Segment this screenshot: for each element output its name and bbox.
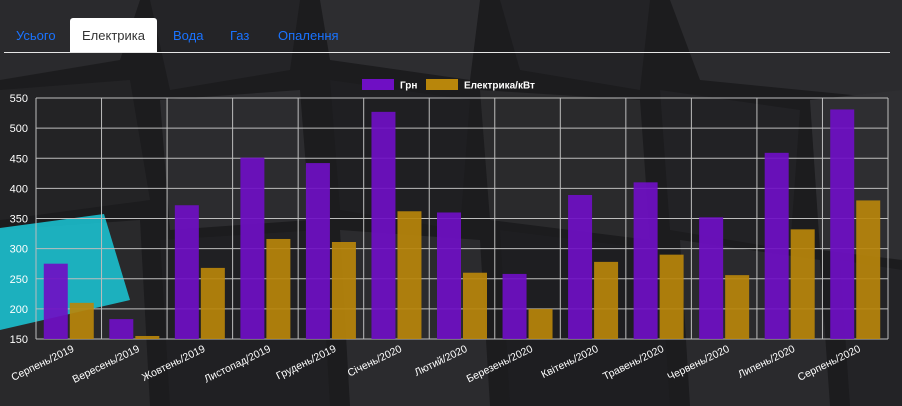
bar-kwh xyxy=(397,211,422,339)
x-tick-label: Серпень/2019 xyxy=(9,343,76,384)
x-tick-label: Квітень/2020 xyxy=(539,343,600,381)
bar-kwh xyxy=(331,241,356,339)
x-tick-label: Серпень/2020 xyxy=(796,343,863,384)
x-tick-label: Червень/2020 xyxy=(666,343,732,383)
y-tick-label: 250 xyxy=(10,274,28,286)
tab-total[interactable]: Усього xyxy=(16,28,56,43)
x-tick-label: Липень/2020 xyxy=(736,343,797,381)
bar-kwh xyxy=(135,335,160,339)
bar-uah xyxy=(437,212,461,339)
y-tick-label: 500 xyxy=(10,123,28,135)
bar-uah xyxy=(764,152,789,339)
bar-uah xyxy=(305,163,330,339)
bar-uah xyxy=(502,273,527,339)
tab-heating[interactable]: Опалення xyxy=(278,28,339,43)
y-tick-label: 550 xyxy=(10,93,28,105)
y-axis-ticks: 150 200 250 300 350 400 450 500 550 xyxy=(10,93,28,346)
bar-kwh xyxy=(69,302,94,339)
x-tick-label: Січень/2020 xyxy=(346,343,404,380)
chart-grid xyxy=(35,97,889,340)
tab-gas[interactable]: Газ xyxy=(230,28,250,43)
x-tick-label: Травень/2020 xyxy=(601,343,666,383)
legend-label-kwh: Електрика/кВт xyxy=(464,81,535,92)
bar-uah xyxy=(699,217,724,339)
chart-bars xyxy=(43,109,881,339)
legend-swatch-kwh xyxy=(426,79,458,90)
y-tick-label: 200 xyxy=(10,304,28,316)
bar-uah xyxy=(830,109,855,339)
bar-uah xyxy=(240,157,265,339)
bar-kwh xyxy=(200,267,225,339)
x-tick-label: Лютий/2020 xyxy=(413,343,470,379)
y-tick-label: 350 xyxy=(10,214,28,226)
bar-kwh xyxy=(856,200,881,339)
legend-label-uah: Грн xyxy=(400,81,417,92)
tab-electricity[interactable]: Електрика xyxy=(70,18,157,52)
y-tick-label: 300 xyxy=(10,244,28,256)
y-tick-label: 150 xyxy=(10,334,28,346)
bar-uah xyxy=(633,182,658,339)
bar-uah xyxy=(43,263,68,339)
x-tick-label: Жовтень/2019 xyxy=(140,343,207,384)
x-tick-label: Листопад/2019 xyxy=(202,343,273,386)
x-tick-label: Вересень/2019 xyxy=(71,343,142,386)
y-tick-label: 400 xyxy=(10,183,28,195)
bar-kwh xyxy=(463,272,487,339)
bar-kwh xyxy=(790,229,815,339)
x-axis-ticks: Серпень/2019Вересень/2019Жовтень/2019Лис… xyxy=(9,343,862,386)
x-tick-label: Грудень/2019 xyxy=(274,343,338,382)
bar-uah xyxy=(174,205,199,339)
bar-kwh xyxy=(725,275,750,339)
legend-swatch-uah xyxy=(362,79,394,90)
bar-uah xyxy=(109,319,134,339)
bar-kwh xyxy=(659,254,684,339)
chart-legend: Грн Електрика/кВт xyxy=(362,79,535,92)
bar-uah xyxy=(568,195,593,339)
tab-bar: Усього Електрика Вода Газ Опалення xyxy=(4,18,890,53)
y-tick-label: 450 xyxy=(10,153,28,165)
bar-uah xyxy=(371,111,396,339)
bar-kwh xyxy=(528,308,553,339)
bar-kwh xyxy=(594,261,619,339)
bar-kwh xyxy=(266,238,291,339)
tab-water[interactable]: Вода xyxy=(173,28,204,43)
x-tick-label: Березень/2020 xyxy=(465,343,535,386)
